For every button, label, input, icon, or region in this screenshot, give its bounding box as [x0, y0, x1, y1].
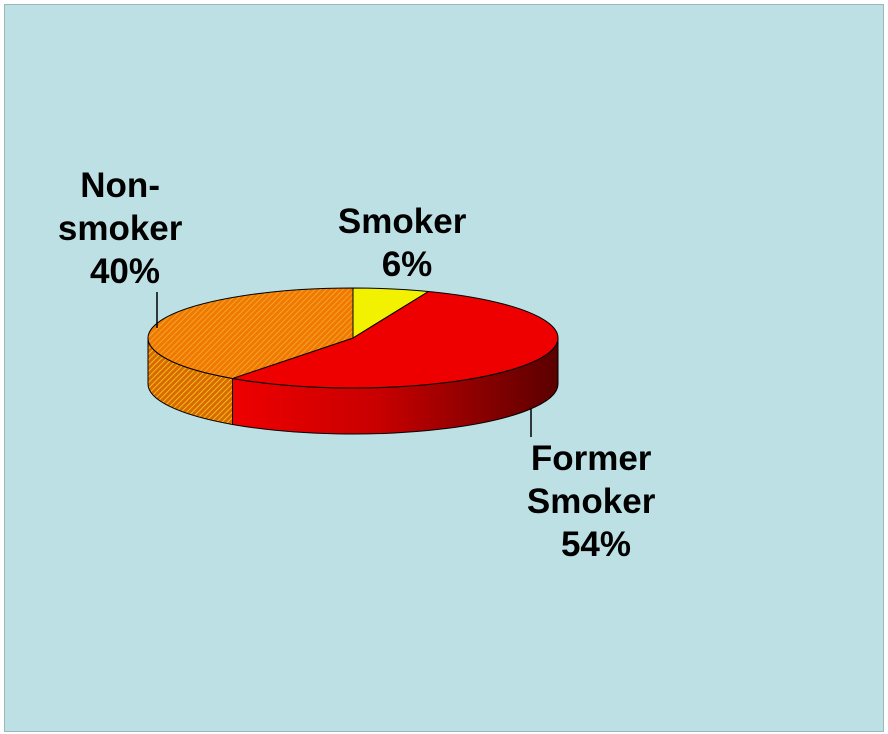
- chart-frame: Smoker 6% Former Smoker 54% Non- smoker …: [4, 4, 884, 732]
- slice-label-non-smoker-line-3: 40%: [90, 252, 160, 291]
- slice-label-non-smoker-line-2: smoker: [58, 209, 183, 248]
- slice-label-former-smoker-line-1: Former: [531, 439, 652, 478]
- pie-slices: [147, 287, 559, 389]
- pie-slice-non-smoker: [147, 287, 354, 379]
- slice-label-non-smoker: Non- smoker 40%: [58, 166, 192, 291]
- slice-label-former-smoker-line-3: 54%: [561, 525, 631, 564]
- pie-slice-former-smoker: [232, 291, 559, 389]
- leader-lines: [156, 292, 532, 437]
- slice-label-smoker-line-2: 6%: [382, 245, 433, 284]
- pie-chart: Smoker 6% Former Smoker 54% Non- smoker …: [58, 166, 665, 564]
- slice-label-non-smoker-line-1: Non-: [80, 166, 160, 205]
- slice-label-former-smoker-line-2: Smoker: [527, 482, 656, 521]
- slice-label-smoker-line-1: Smoker: [338, 202, 467, 241]
- slice-label-smoker: Smoker 6%: [338, 202, 476, 284]
- slice-label-former-smoker: Former Smoker 54%: [527, 439, 665, 564]
